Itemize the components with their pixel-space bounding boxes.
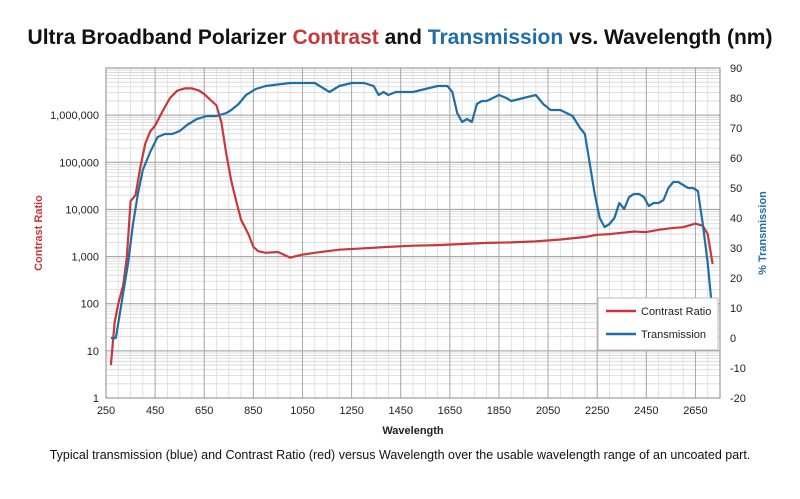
x-tick-label: 1450 <box>388 405 412 417</box>
right-y-tick-label: 60 <box>730 153 742 165</box>
right-y-tick-label: 10 <box>730 303 742 315</box>
title-part-4: vs. Wavelength (nm) <box>563 26 772 49</box>
x-tick-label: 650 <box>195 405 213 417</box>
right-y-tick-label: -10 <box>730 363 746 375</box>
x-tick-label: 2250 <box>585 405 609 417</box>
x-tick-label: 1650 <box>438 405 462 417</box>
x-axis-title: Wavelength <box>382 425 444 437</box>
right-y-axis-title: % Transmission <box>757 191 769 275</box>
x-tick-label: 1050 <box>290 405 314 417</box>
left-y-tick-label: 1,000,000 <box>50 110 99 122</box>
right-y-tick-label: 70 <box>730 123 742 135</box>
right-y-tick-label: 30 <box>730 243 742 255</box>
series-line-contrast-ratio <box>109 87 714 366</box>
left-y-axis-title: Contrast Ratio <box>33 195 45 271</box>
legend-box <box>597 297 719 351</box>
chart-title: Ultra Broadband Polarizer Contrast and T… <box>28 26 773 49</box>
left-y-tick-label: 1,000 <box>71 252 99 264</box>
x-tick-label: 2450 <box>634 405 658 417</box>
right-y-tick-label: 20 <box>730 273 742 285</box>
x-tick-label: 1250 <box>339 405 363 417</box>
title-part-1: Contrast <box>292 26 378 49</box>
left-y-tick-label: 10,000 <box>65 204 99 216</box>
right-y-tick-label: 40 <box>730 213 742 225</box>
title-part-0: Ultra Broadband Polarizer <box>28 26 293 49</box>
left-y-tick-label: 1 <box>93 393 99 405</box>
right-y-tick-labels: -20 -10 0 10 20 30 40 50 60 70 80 90 <box>730 63 746 405</box>
legend-label-transmission: Transmission <box>641 329 706 341</box>
legend-label-contrast: Contrast Ratio <box>641 306 711 318</box>
right-y-tick-label: -20 <box>730 393 746 405</box>
right-y-tick-label: 0 <box>730 333 736 345</box>
title-part-2: and <box>379 26 428 49</box>
left-y-tick-label: 100 <box>81 299 99 311</box>
figure-caption: Typical transmission (blue) and Contrast… <box>49 448 751 462</box>
series-line-transmission <box>110 81 714 340</box>
left-y-tick-label: 100,000 <box>59 157 99 169</box>
x-tick-label: 2650 <box>683 405 707 417</box>
left-y-tick-labels: 1 10 100 1,000 10,000 100,000 1,000,000 <box>50 110 99 405</box>
x-tick-label: 250 <box>97 405 115 417</box>
x-tick-label: 2050 <box>536 405 560 417</box>
x-tick-labels: 250 450 650 850 1050 1250 1450 1650 1850 2050 2250… <box>97 405 708 417</box>
title-part-3: Transmission <box>428 26 563 49</box>
right-y-tick-label: 80 <box>730 93 742 105</box>
left-y-tick-label: 10 <box>87 346 99 358</box>
legend: Contrast Ratio Transmission <box>597 297 719 351</box>
right-y-tick-label: 50 <box>730 183 742 195</box>
x-tick-label: 450 <box>146 405 164 417</box>
x-tick-label: 850 <box>244 405 262 417</box>
series-lines <box>109 81 714 366</box>
x-tick-label: 1850 <box>487 405 511 417</box>
right-y-tick-label: 90 <box>730 63 742 75</box>
plot-area-border <box>105 67 721 399</box>
